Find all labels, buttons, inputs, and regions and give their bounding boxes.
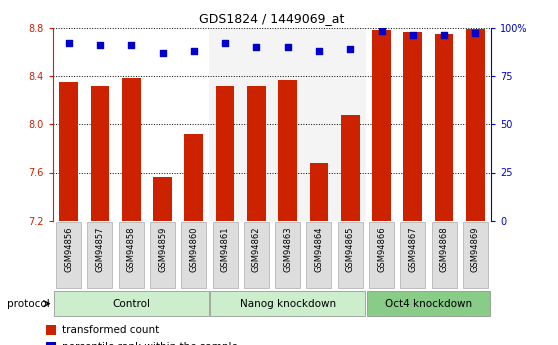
Point	[158, 50, 167, 56]
Text: Nanog knockdown: Nanog knockdown	[239, 299, 336, 308]
Point	[252, 44, 261, 50]
Bar	[184, 134, 203, 221]
Text: GSM94859: GSM94859	[158, 226, 167, 272]
Point	[315, 48, 324, 53]
Bar	[310, 163, 328, 221]
Point	[189, 48, 198, 53]
Point	[64, 40, 73, 46]
Bar	[46, 342, 56, 345]
Point	[127, 42, 136, 48]
FancyBboxPatch shape	[88, 222, 113, 288]
Bar	[90, 86, 109, 221]
FancyBboxPatch shape	[431, 222, 456, 288]
FancyBboxPatch shape	[400, 222, 425, 288]
Bar	[209, 28, 366, 221]
FancyBboxPatch shape	[463, 222, 488, 288]
FancyBboxPatch shape	[306, 222, 331, 288]
FancyBboxPatch shape	[54, 291, 209, 316]
Text: GSM94860: GSM94860	[189, 226, 198, 272]
FancyBboxPatch shape	[275, 222, 300, 288]
Point	[408, 32, 417, 38]
Text: GSM94858: GSM94858	[127, 226, 136, 272]
FancyBboxPatch shape	[338, 222, 363, 288]
FancyBboxPatch shape	[367, 291, 490, 316]
Text: GSM94867: GSM94867	[408, 226, 417, 272]
Text: GSM94857: GSM94857	[95, 226, 104, 272]
Bar	[278, 80, 297, 221]
Bar	[435, 33, 454, 221]
Text: percentile rank within the sample: percentile rank within the sample	[62, 342, 238, 345]
Text: GSM94866: GSM94866	[377, 226, 386, 272]
Bar	[341, 115, 359, 221]
Text: transformed count: transformed count	[62, 325, 160, 335]
Bar	[46, 325, 56, 335]
Text: GSM94856: GSM94856	[64, 226, 73, 272]
Title: GDS1824 / 1449069_at: GDS1824 / 1449069_at	[199, 12, 345, 25]
Bar	[59, 82, 78, 221]
Point	[220, 40, 229, 46]
FancyBboxPatch shape	[56, 222, 81, 288]
Point	[95, 42, 104, 48]
FancyBboxPatch shape	[369, 222, 394, 288]
Bar	[247, 86, 266, 221]
Bar	[466, 29, 485, 221]
Text: Control: Control	[112, 299, 150, 308]
Bar	[372, 30, 391, 221]
FancyBboxPatch shape	[181, 222, 206, 288]
FancyBboxPatch shape	[213, 222, 238, 288]
FancyBboxPatch shape	[210, 291, 365, 316]
Text: Oct4 knockdown: Oct4 knockdown	[385, 299, 472, 308]
Point	[377, 29, 386, 34]
Bar	[153, 177, 172, 221]
Point	[471, 31, 480, 36]
Bar	[216, 86, 234, 221]
FancyBboxPatch shape	[119, 222, 144, 288]
Point	[346, 46, 355, 52]
Text: GSM94868: GSM94868	[440, 226, 449, 272]
Text: GSM94862: GSM94862	[252, 226, 261, 272]
Text: GSM94863: GSM94863	[283, 226, 292, 272]
FancyBboxPatch shape	[244, 222, 269, 288]
Text: GSM94864: GSM94864	[315, 226, 324, 272]
Point	[440, 32, 449, 38]
Bar	[403, 32, 422, 221]
FancyBboxPatch shape	[150, 222, 175, 288]
Point	[283, 44, 292, 50]
Text: GSM94869: GSM94869	[471, 226, 480, 272]
Text: GSM94865: GSM94865	[346, 226, 355, 272]
Text: protocol: protocol	[7, 299, 50, 308]
Text: GSM94861: GSM94861	[220, 226, 229, 272]
Bar	[122, 78, 141, 221]
